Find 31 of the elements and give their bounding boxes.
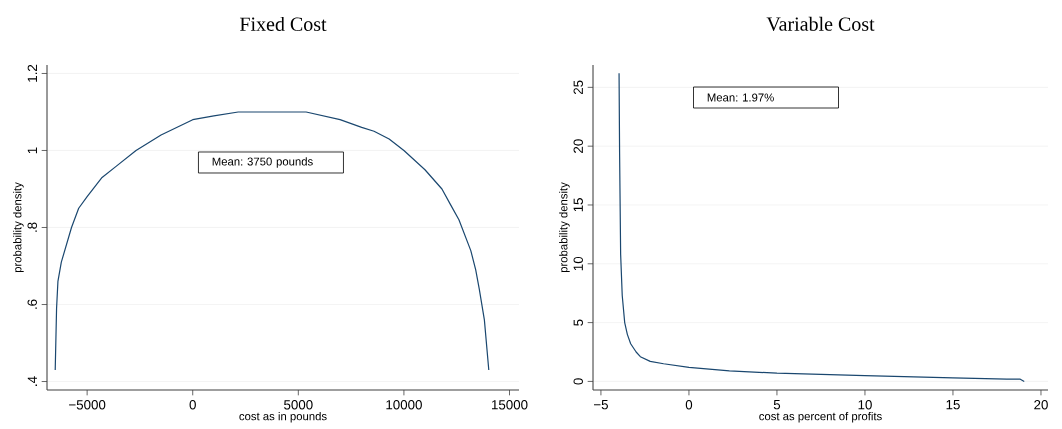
x-axis-title: cost as in pounds [239, 411, 327, 423]
y-tick-label: .8 [27, 222, 37, 232]
x-tick-label: 5000 [284, 400, 313, 410]
x-tick-label: −5000 [69, 400, 106, 410]
x-tick-label: 10000 [386, 400, 422, 410]
x-tick-label: 0 [685, 400, 693, 410]
y-tick-label: 0 [573, 378, 583, 385]
chart-title: Variable Cost [766, 16, 875, 31]
x-axis-title: cost as percent of profits [759, 411, 882, 423]
y-axis-title: probability density [559, 182, 570, 273]
y-tick-label: 1.2 [27, 64, 37, 82]
x-tick-label: 20 [1034, 400, 1048, 410]
y-tick-label: .6 [27, 299, 37, 309]
annotation: Mean: 1.97% [707, 93, 774, 102]
y-tick-label: 5 [573, 319, 583, 326]
chart-title: Fixed Cost [239, 16, 327, 31]
annotation: Mean: 3750 pounds [212, 157, 313, 168]
y-tick-label: 1 [27, 147, 37, 154]
y-axis-title: probability density [13, 182, 24, 273]
x-tick-label: 15000 [491, 400, 528, 410]
x-tick-label: 0 [189, 400, 196, 410]
y-tick-label: 20 [573, 139, 583, 153]
y-tick-label: 25 [573, 80, 583, 95]
x-tick-label: −5 [593, 400, 608, 410]
y-tick-label: .4 [27, 376, 37, 386]
x-tick-label: 5 [773, 400, 781, 410]
x-tick-label: 15 [946, 400, 960, 410]
y-tick-label: 10 [573, 256, 583, 271]
line-series [618, 72, 1025, 383]
x-tick-label: 10 [858, 400, 872, 410]
y-tick-label: 15 [573, 198, 583, 212]
